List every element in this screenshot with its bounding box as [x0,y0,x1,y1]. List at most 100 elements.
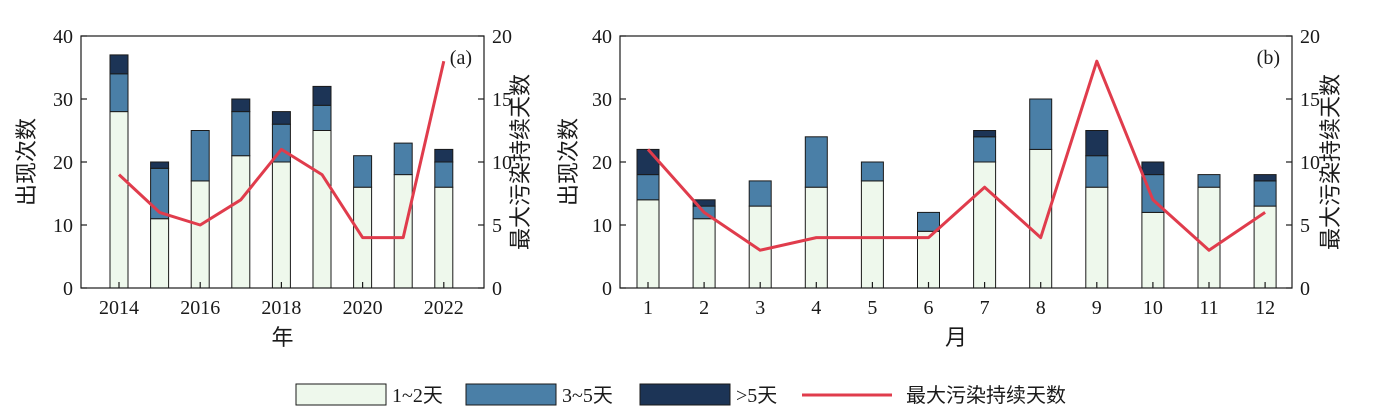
bar-2015-series-2 [150,161,170,169]
y2-tick-label: 15 [492,89,512,111]
x-tick-label: 10 [1143,297,1163,319]
y2-tick-label: 0 [1300,278,1310,300]
bar-6-series-1 [917,211,940,232]
legend: 1~2天 3~5天 >5天 最大污染持续天数 [295,383,1066,407]
bar-2022-series-2 [434,148,454,163]
bar-7-series-0 [973,161,997,289]
bar-4-series-1 [804,136,828,188]
bar-2017-series-2 [231,98,251,113]
y2-tick-label: 5 [492,215,502,237]
panel-label: (b) [1257,47,1280,69]
x-tick-label: 2018 [261,297,301,319]
bar-2019-series-0 [312,130,332,289]
bar-2017-series-1 [231,111,251,157]
x-tick-label: 12 [1255,297,1275,319]
y2-tick-label: 0 [492,278,502,300]
bar-2-series-2 [692,199,716,207]
x-tick-label: 3 [755,297,765,319]
bar-2022-series-1 [434,161,454,188]
x-tick-label: 1 [643,297,653,319]
plot-frame [619,35,1293,289]
bar-2019-series-1 [312,104,332,132]
legend-swatch-2 [639,383,731,406]
y2-tick-label: 10 [1300,152,1320,174]
y-tick-label: 40 [53,26,73,48]
x-tick-label: 7 [980,297,990,319]
bar-11-series-1 [1197,174,1221,188]
bar-5-series-1 [860,161,884,182]
x-tick-label: 2014 [99,297,139,319]
y-tick-label: 30 [53,89,73,111]
bar-10-series-0 [1141,211,1165,289]
bar-9-series-0 [1085,186,1109,289]
x-tick-label: 2020 [343,297,383,319]
x-tick-label: 9 [1092,297,1102,319]
legend-label-1: 3~5天 [562,385,613,407]
bar-11-series-0 [1197,186,1221,289]
bar-2021-series-1 [393,142,413,176]
bar-1-series-2 [636,148,660,176]
y-tick-label: 30 [592,89,612,111]
x-axis-label: 年 [271,325,293,350]
line-max-duration [117,60,446,240]
bar-2019-series-2 [312,85,332,106]
y-tick-label: 40 [592,26,612,48]
y-tick-label: 0 [602,278,612,300]
bar-6-series-0 [917,230,940,289]
bar-2017-series-0 [231,155,251,289]
y2-axis-label: 最大污染持续天数 [508,74,533,250]
x-tick-label: 5 [867,297,877,319]
bar-10-series-2 [1141,161,1165,176]
bar-2016-series-0 [190,180,210,289]
panel-label: (a) [450,47,472,69]
x-tick-label: 2022 [424,297,464,319]
legend-label-0: 1~2天 [392,385,443,407]
bar-9-series-2 [1085,130,1109,157]
y-axis-label: 出现次数 [14,118,39,206]
legend-swatch-0 [295,383,387,406]
legend-label-3: 最大污染持续天数 [906,384,1066,407]
bar-2022-series-0 [434,186,454,289]
bar-2018-series-0 [271,161,291,289]
bar-2020-series-1 [353,155,373,188]
y2-tick-label: 5 [1300,215,1310,237]
chart-panel-a: 0 10 20 30 40 0 5 10 15 20 2014 2016 2018 2020 2022 出现次… [14,26,533,350]
bar-2014-series-1 [109,73,129,113]
bar-12-series-2 [1253,174,1277,182]
x-tick-label: 2 [699,297,709,319]
legend-label-2: >5天 [736,385,777,407]
bar-2016-series-1 [190,130,210,182]
y-tick-label: 0 [63,278,73,300]
bar-8-series-1 [1029,98,1053,150]
bar-2015-series-0 [150,218,170,289]
bar-7-series-2 [973,130,997,138]
bar-1-series-0 [636,199,660,289]
y-tick-label: 10 [53,215,73,237]
bar-5-series-0 [860,180,884,289]
bar-2014-series-0 [109,111,129,289]
y-tick-label: 20 [53,152,73,174]
x-tick-label: 6 [924,297,934,319]
x-axis-label: 月 [945,325,967,350]
bar-2-series-0 [692,218,716,289]
bar-1-series-1 [636,174,660,201]
bar-2014-series-2 [109,54,129,75]
x-tick-label: 4 [811,297,821,319]
y2-tick-label: 10 [492,152,512,174]
y2-tick-label: 15 [1300,89,1320,111]
y2-axis-label: 最大污染持续天数 [1318,74,1343,250]
x-tick-label: 8 [1036,297,1046,319]
legend-swatch-1 [465,383,557,406]
bar-9-series-1 [1085,155,1109,188]
y-axis-label: 出现次数 [556,118,581,206]
bar-2018-series-2 [271,111,291,125]
bar-7-series-1 [973,136,997,163]
y-tick-label: 10 [592,215,612,237]
x-tick-label: 11 [1199,297,1218,319]
y-tick-label: 20 [592,152,612,174]
x-tick-label: 2016 [180,297,220,319]
y2-tick-label: 20 [492,26,512,48]
bar-12-series-1 [1253,180,1277,207]
